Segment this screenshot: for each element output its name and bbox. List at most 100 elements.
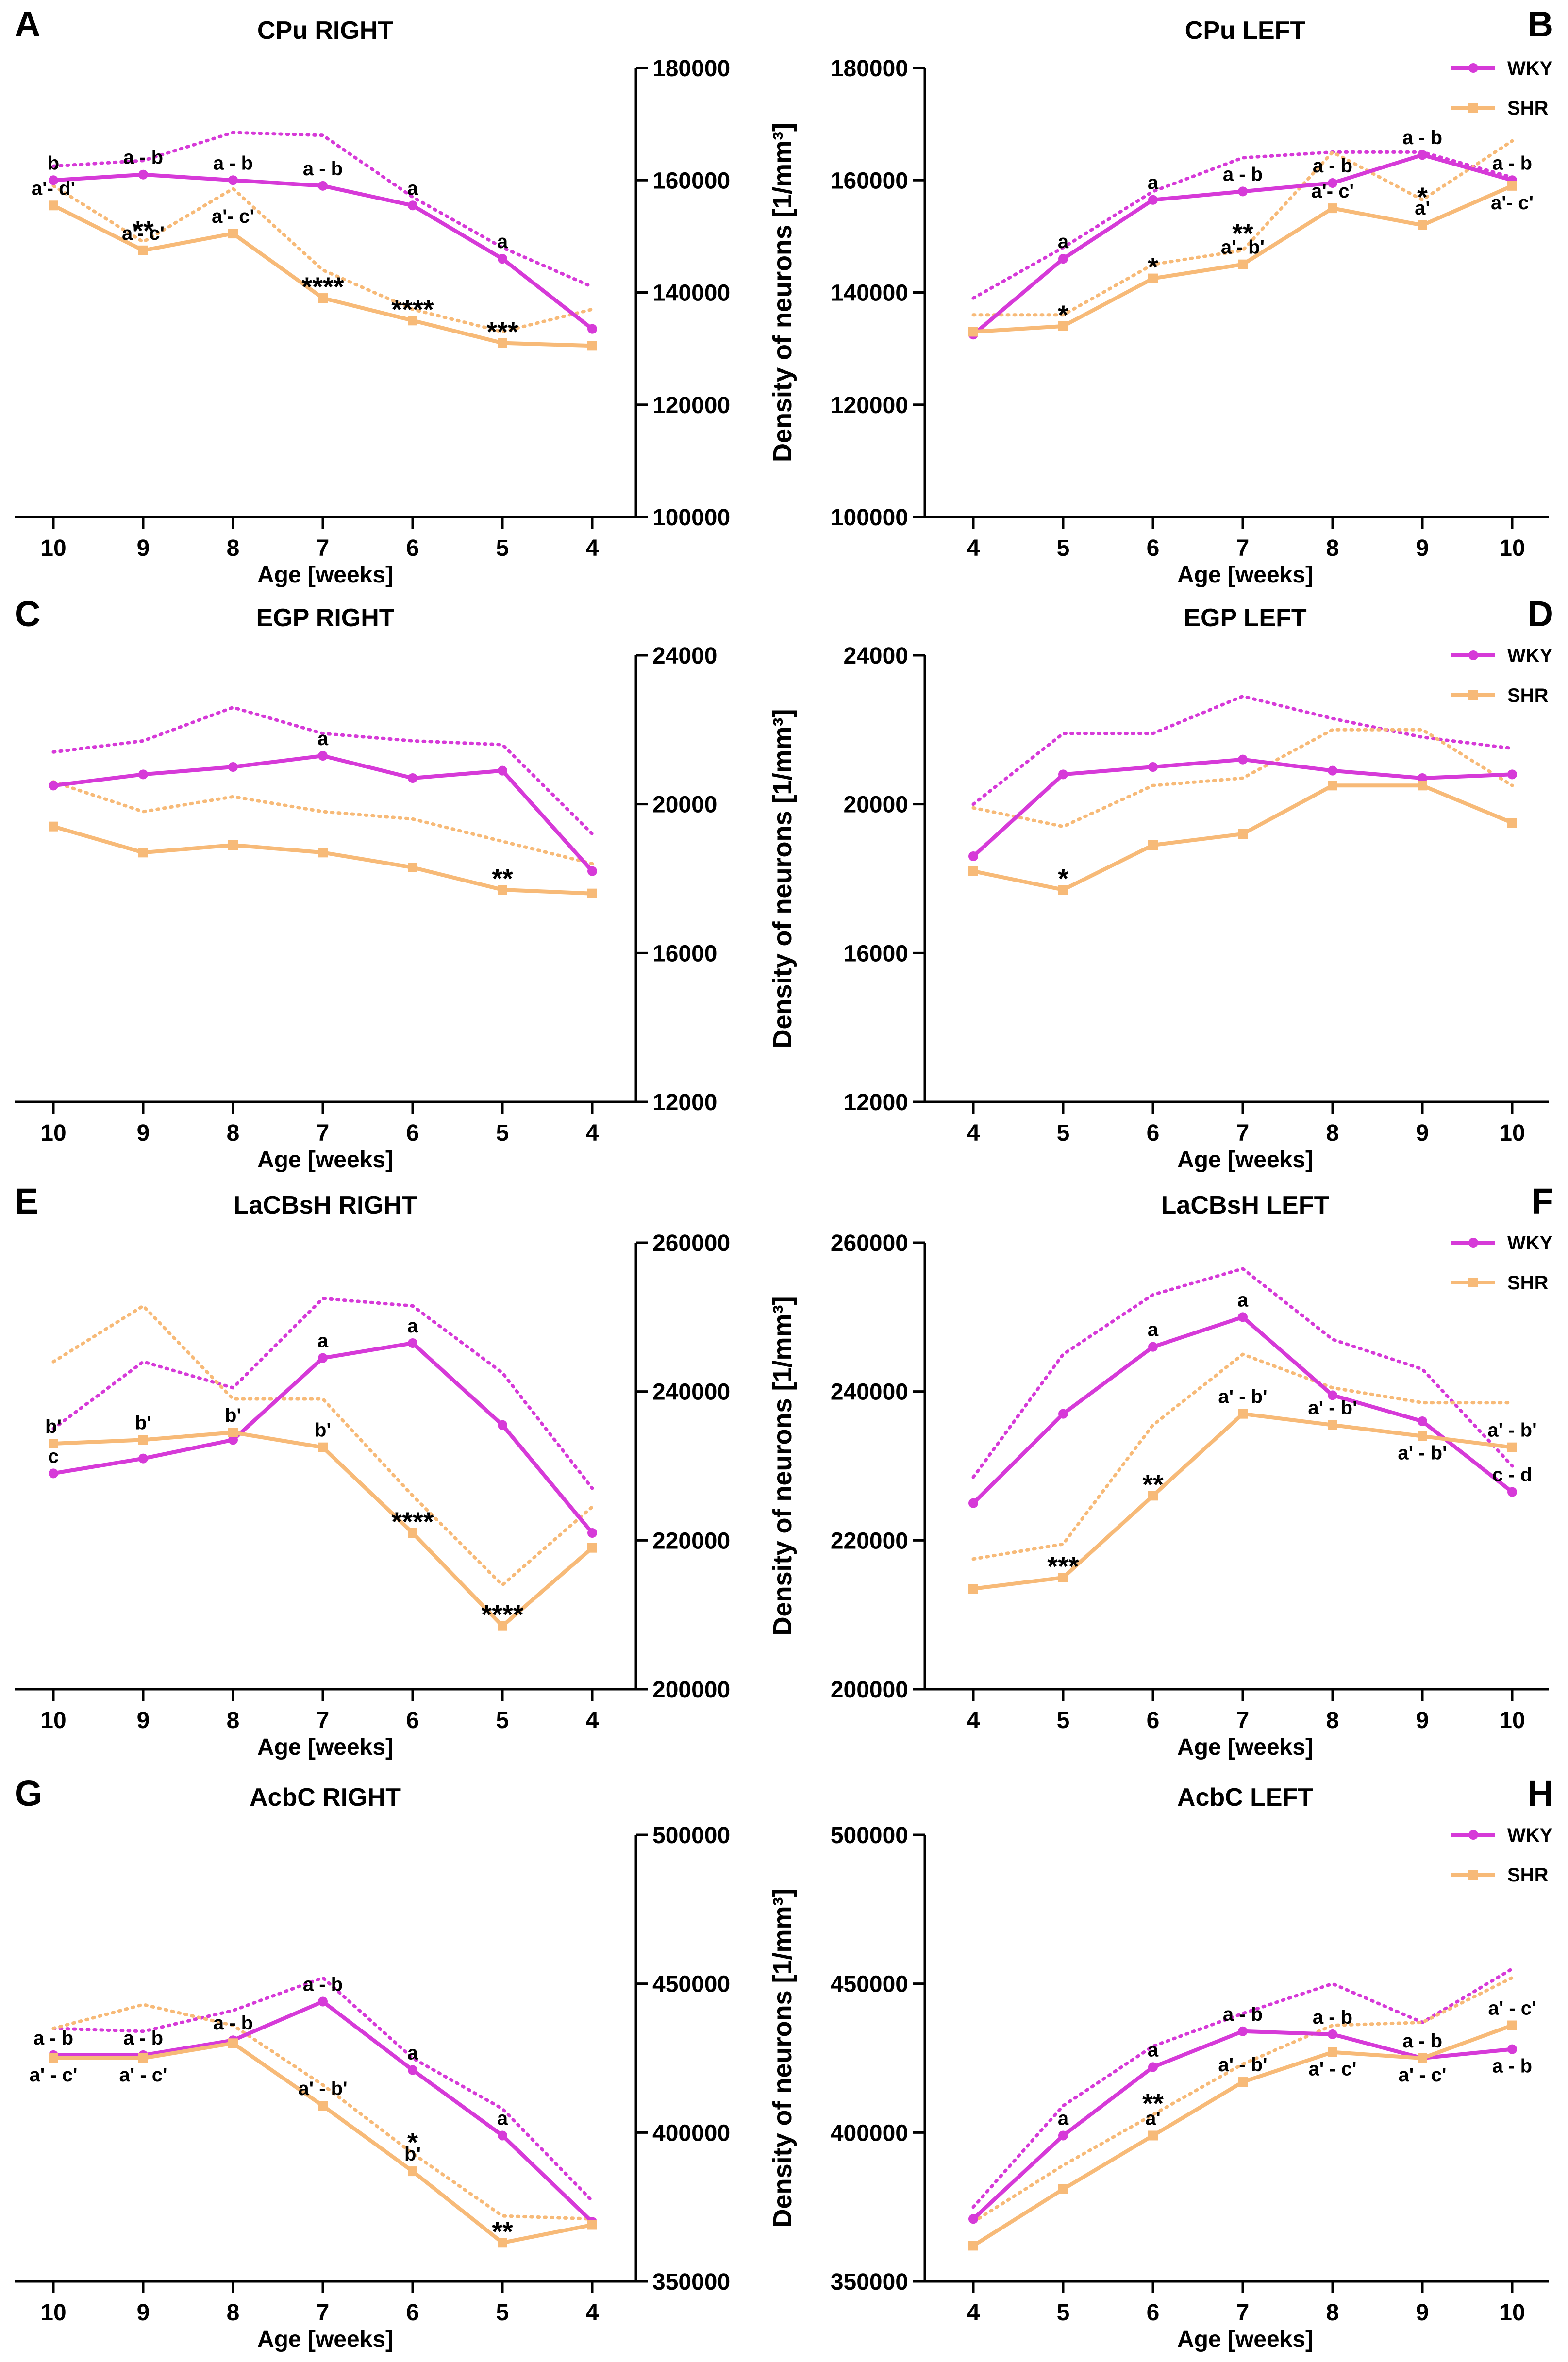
data-point-wky bbox=[408, 1338, 417, 1348]
data-point-shr bbox=[228, 2038, 238, 2048]
data-point-shr bbox=[138, 848, 148, 858]
significance-marker: * bbox=[1058, 299, 1068, 330]
chart-title: CPu RIGHT bbox=[257, 17, 393, 45]
posthoc-letter: a' - c' bbox=[1398, 2064, 1446, 2086]
x-tick-label: 9 bbox=[137, 2300, 150, 2326]
panel-letter-f: F bbox=[1532, 1181, 1553, 1221]
x-tick-label: 5 bbox=[1057, 535, 1070, 561]
data-point-shr bbox=[1507, 1442, 1517, 1452]
data-point-wky bbox=[1328, 765, 1337, 776]
posthoc-letter: a - b bbox=[1223, 2004, 1263, 2025]
significance-marker: ** bbox=[1142, 2088, 1164, 2119]
x-tick-label: 9 bbox=[1416, 2300, 1429, 2326]
data-point-shr bbox=[498, 338, 507, 348]
data-point-wky bbox=[968, 2214, 978, 2224]
panel-letter-d: D bbox=[1528, 594, 1553, 634]
data-point-shr bbox=[228, 1428, 238, 1437]
data-point-shr bbox=[1328, 203, 1337, 214]
data-point-shr bbox=[498, 1621, 507, 1631]
data-point-shr bbox=[49, 200, 58, 211]
x-tick-label: 4 bbox=[586, 2300, 599, 2326]
data-point-shr bbox=[138, 2053, 148, 2063]
data-point-shr bbox=[1418, 781, 1427, 791]
legend-label-wky: WKY bbox=[1507, 645, 1553, 666]
series-line-shr-dotted bbox=[51, 780, 594, 865]
y-tick-label: 16000 bbox=[844, 941, 908, 966]
data-point-wky bbox=[1418, 150, 1427, 160]
y-tick-label: 100000 bbox=[831, 505, 908, 531]
data-point-shr bbox=[1148, 2130, 1158, 2141]
legend-label-shr: SHR bbox=[1507, 1864, 1549, 1886]
x-tick-label: 9 bbox=[1416, 1708, 1429, 1733]
x-tick-label: 7 bbox=[317, 2300, 330, 2326]
data-point-wky bbox=[49, 781, 58, 791]
posthoc-letter: a - b bbox=[303, 1974, 343, 1995]
x-tick-label: 7 bbox=[317, 1708, 330, 1733]
data-point-shr bbox=[1328, 781, 1337, 791]
data-point-wky bbox=[318, 1353, 328, 1363]
data-point-wky bbox=[1507, 1487, 1517, 1497]
data-point-wky bbox=[1328, 178, 1337, 188]
y-tick-label: 180000 bbox=[652, 56, 730, 82]
data-point-wky bbox=[1238, 2026, 1248, 2036]
x-tick-label: 4 bbox=[967, 535, 980, 561]
data-point-wky bbox=[1328, 1390, 1337, 1400]
significance-marker: ** bbox=[133, 215, 154, 246]
x-tick-label: 8 bbox=[227, 535, 240, 561]
legend-label-shr: SHR bbox=[1507, 685, 1549, 706]
posthoc-letter: a'- c' bbox=[1311, 181, 1354, 202]
chart-title: LaCBsH LEFT bbox=[1161, 1191, 1330, 1219]
x-tick-label: 7 bbox=[317, 535, 330, 561]
posthoc-letter: a - b bbox=[1313, 2007, 1352, 2028]
posthoc-letter: a'- c' bbox=[122, 223, 165, 244]
data-point-wky bbox=[408, 200, 417, 211]
series-line-wky-dotted bbox=[51, 131, 594, 289]
posthoc-letter: b' bbox=[45, 1416, 62, 1437]
posthoc-letter: a bbox=[317, 1331, 329, 1352]
panel-g: G AcbC RIGHT 350000 400000 450000 500000 Densi… bbox=[15, 1773, 797, 2352]
x-tick-label: 5 bbox=[496, 1708, 509, 1733]
y-tick-label: 24000 bbox=[652, 643, 717, 669]
data-point-wky bbox=[1148, 2062, 1158, 2072]
y-axis-label: Density of neurons [1/mm³] bbox=[768, 1296, 797, 1635]
y-tick-label: 400000 bbox=[652, 2120, 730, 2146]
posthoc-letter: a'- c' bbox=[1491, 192, 1534, 214]
panel-b: B CPu LEFT 100000 120000 140000 160000 180000 D… bbox=[768, 4, 1553, 588]
x-axis-label: Age [weeks] bbox=[1177, 2327, 1313, 2352]
data-point-shr bbox=[1507, 181, 1517, 191]
y-tick-label: 180000 bbox=[831, 56, 908, 82]
data-point-shr bbox=[1418, 1431, 1427, 1441]
data-point-wky bbox=[498, 2130, 507, 2141]
y-tick-label: 450000 bbox=[652, 1972, 730, 1997]
significance-marker: ** bbox=[1142, 1469, 1164, 1499]
y-axis-label: Density of neurons [1/mm³] bbox=[768, 123, 797, 462]
data-point-shr bbox=[1058, 1573, 1068, 1582]
posthoc-letter: b' bbox=[225, 1405, 241, 1426]
posthoc-letter: c bbox=[48, 1446, 59, 1467]
x-tick-label: 8 bbox=[227, 1708, 240, 1733]
posthoc-letter: a - b bbox=[1402, 2030, 1442, 2052]
data-point-shr bbox=[49, 1439, 58, 1448]
x-axis-label: Age [weeks] bbox=[1177, 1147, 1313, 1173]
data-point-wky bbox=[498, 765, 507, 776]
panel-letter-g: G bbox=[15, 1773, 43, 1813]
x-tick-label: 10 bbox=[40, 1120, 66, 1146]
panel-c: C EGP RIGHT 12000 16000 20000 24000 Density of… bbox=[15, 594, 797, 1173]
legend-marker-wky bbox=[1468, 1238, 1478, 1248]
posthoc-letter: a'- d' bbox=[32, 178, 75, 199]
y-axis-label: Density of neurons [1/mm³] bbox=[768, 709, 797, 1048]
data-point-wky bbox=[1148, 762, 1158, 772]
y-tick-label: 16000 bbox=[652, 941, 717, 966]
legend-label-wky: WKY bbox=[1507, 1825, 1553, 1846]
data-point-shr bbox=[1238, 259, 1248, 269]
data-point-shr bbox=[968, 2241, 978, 2251]
posthoc-letter: b' bbox=[315, 1420, 331, 1441]
x-tick-label: 4 bbox=[967, 1708, 980, 1733]
posthoc-letter: a bbox=[1058, 231, 1069, 252]
y-tick-label: 20000 bbox=[844, 792, 908, 818]
x-tick-label: 6 bbox=[1147, 1120, 1160, 1146]
data-point-shr bbox=[1148, 273, 1158, 283]
y-axis-label: Density of neurons [1/mm³] bbox=[768, 123, 797, 462]
y-tick-label: 260000 bbox=[831, 1231, 908, 1256]
legend-marker-shr bbox=[1468, 1870, 1478, 1880]
